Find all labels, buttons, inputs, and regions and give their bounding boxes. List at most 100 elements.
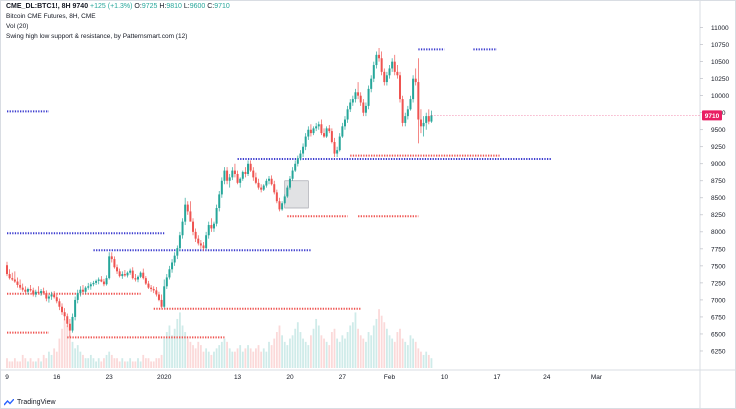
volume-bar [55, 351, 58, 368]
candle-body [346, 109, 349, 120]
swing-indicator-label[interactable]: Swing high low support & resistance, by … [6, 33, 188, 40]
candle-body [388, 68, 391, 76]
y-tick-label: 7750 [711, 246, 726, 253]
volume-bar [307, 345, 310, 368]
candle-body [315, 126, 318, 129]
volume-bar [8, 361, 11, 368]
volume-bar [372, 325, 375, 368]
last-price-tag [702, 110, 722, 121]
volume-bar [260, 351, 263, 368]
volume-bar [380, 315, 383, 368]
candle-body [226, 170, 229, 181]
chart-title[interactable]: Bitcoin CME Futures, 8H, CME [6, 13, 96, 20]
y-tick-label: 10500 [711, 59, 729, 66]
volume-bar [6, 358, 8, 368]
volume-bar [406, 345, 409, 368]
y-tick-label: 9250 [711, 144, 726, 151]
volume-bar [378, 309, 380, 368]
candle-body [74, 299, 77, 317]
y-tick-label: 6250 [711, 348, 726, 355]
candle-body [178, 235, 181, 249]
candle-body [367, 88, 370, 106]
volume-bar [302, 338, 304, 368]
candle-body [427, 116, 430, 122]
volume-bar [289, 338, 291, 368]
candle-body [254, 177, 257, 183]
close-value: 9710 [214, 3, 230, 10]
volume-bar [291, 335, 294, 368]
candle-body [349, 102, 352, 110]
volume-bar [21, 354, 24, 368]
volume-bar [357, 328, 359, 368]
y-tick-label: 11000 [711, 25, 729, 32]
candle-body [144, 278, 147, 284]
candle-body [378, 54, 381, 59]
volume-indicator-label[interactable]: Vol (20) [6, 23, 29, 30]
candle-body [84, 287, 87, 292]
volume-bar [325, 341, 328, 368]
volume-bar [29, 358, 32, 368]
volume-bar [265, 351, 268, 368]
candle-body [6, 265, 8, 275]
volume-bar [294, 328, 297, 368]
volume-bar [210, 354, 213, 368]
candle-body [160, 299, 163, 307]
candle-body [309, 129, 312, 134]
volume-bar [158, 358, 160, 368]
volume-bar [179, 312, 181, 368]
candle-body [215, 208, 218, 224]
volume-bar [124, 361, 126, 368]
candle-body [102, 281, 105, 285]
candle-body [19, 284, 22, 288]
candle-body [42, 291, 45, 294]
candle-body [302, 146, 305, 154]
volume-bar [362, 338, 365, 368]
volume-bar [420, 351, 422, 368]
candle-body [372, 65, 375, 79]
candle-body [383, 71, 386, 83]
candle-body [76, 293, 79, 300]
candle-body [171, 262, 174, 270]
volume-bar [34, 361, 37, 368]
candle-body [123, 274, 126, 276]
candle-body [150, 287, 153, 290]
candle-body [50, 294, 53, 297]
tradingview-footer[interactable]: TradingView [4, 399, 56, 406]
volume-bar [11, 361, 14, 368]
candle-body [425, 116, 428, 123]
y-tick-label: 10250 [711, 76, 729, 83]
volume-bar [270, 345, 273, 368]
volume-bar [226, 341, 228, 368]
high-label: H: [159, 3, 167, 10]
volume-bar [286, 345, 289, 368]
volume-bar [108, 351, 111, 368]
volume-bar [144, 358, 147, 368]
volume-bar [383, 322, 386, 368]
volume-bar [328, 345, 331, 368]
candle-body [278, 201, 281, 210]
volume-bar [27, 361, 29, 368]
volume-bar [338, 341, 341, 368]
candle-body [79, 289, 82, 294]
volume-bar [401, 338, 404, 368]
candle-body [343, 119, 346, 127]
volume-bar [32, 361, 35, 368]
volume-bar [320, 335, 323, 368]
volume-bar [89, 354, 92, 368]
candle-body [406, 109, 409, 117]
candle-body [409, 99, 412, 110]
candle-body [220, 180, 223, 195]
candle-body [16, 281, 19, 285]
y-tick-label: 10000 [711, 93, 729, 100]
symbol-label[interactable]: CME_DL:BTC1!, 8H [6, 3, 71, 10]
volume-bar [370, 335, 373, 368]
volume-bar [110, 354, 113, 368]
candle-body [81, 289, 84, 292]
candle-body [231, 170, 234, 178]
candle-body [13, 279, 16, 282]
volume-bar [244, 348, 247, 368]
volume-bar [194, 348, 197, 368]
volume-bar [71, 341, 74, 368]
x-tick-label: 2020 [157, 374, 172, 381]
